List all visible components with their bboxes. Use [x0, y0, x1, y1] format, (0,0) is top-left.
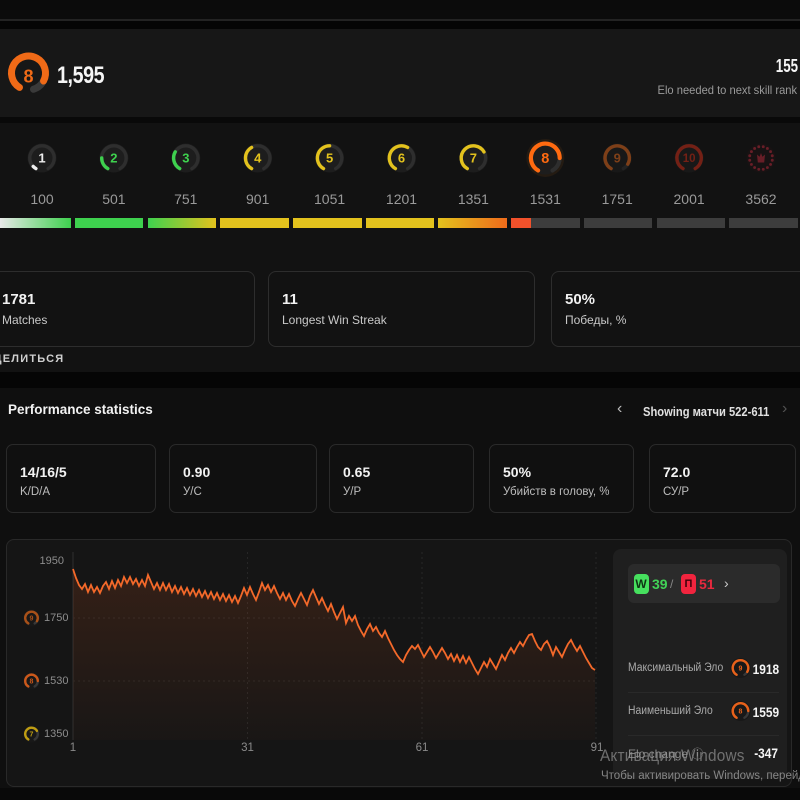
svg-text:9: 9 — [739, 666, 743, 673]
svg-text:6: 6 — [398, 151, 405, 166]
svg-text:3: 3 — [182, 151, 189, 166]
svg-text:7: 7 — [470, 151, 477, 166]
svg-text:10: 10 — [683, 153, 696, 165]
svg-text:9: 9 — [614, 151, 621, 166]
svg-text:5: 5 — [326, 151, 333, 166]
svg-text:1: 1 — [38, 151, 45, 166]
svg-text:2: 2 — [110, 151, 117, 166]
svg-text:8: 8 — [23, 67, 33, 87]
svg-text:7: 7 — [30, 732, 34, 739]
svg-text:8: 8 — [739, 709, 743, 716]
svg-text:8: 8 — [30, 679, 34, 686]
svg-text:8: 8 — [541, 151, 549, 167]
svg-text:9: 9 — [30, 616, 34, 623]
svg-text:4: 4 — [254, 151, 262, 166]
